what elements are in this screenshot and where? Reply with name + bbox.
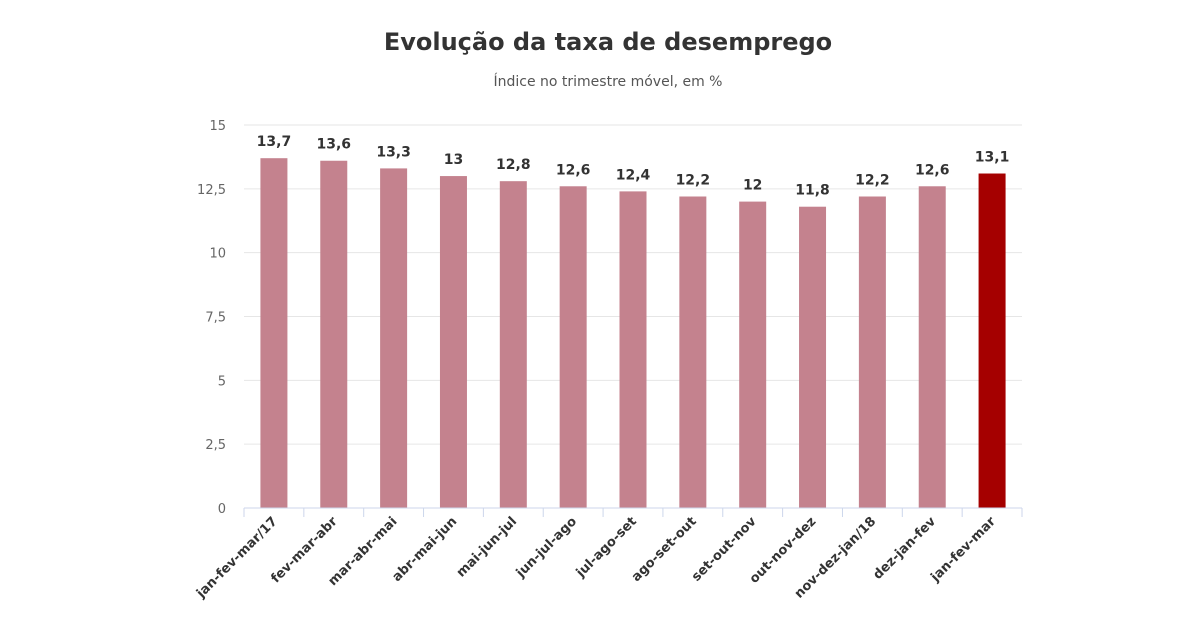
data-label: 13,6 <box>316 137 351 153</box>
bar <box>799 206 827 508</box>
bars <box>260 158 1006 509</box>
data-label: 13 <box>444 152 463 168</box>
chart-title: Evolução da taxa de desemprego <box>384 28 832 56</box>
bar <box>619 191 647 509</box>
y-axis-ticks: 0 2,5 5 7,5 10 12,5 15 <box>197 119 226 517</box>
bar <box>918 186 946 508</box>
x-axis-ticks: jan-fev-mar/17fev-mar-abrmar-abr-maiabr-… <box>193 508 1023 602</box>
x-tick-label: jan-fev-mar/17 <box>193 514 281 602</box>
y-tick-label: 0 <box>218 502 226 517</box>
bar <box>978 173 1006 508</box>
chart-subtitle: Índice no trimestre móvel, em % <box>493 73 722 90</box>
data-label: 13,1 <box>975 150 1010 166</box>
data-label: 12 <box>743 178 762 194</box>
y-tick-label: 5 <box>218 374 226 389</box>
bar <box>320 160 348 508</box>
data-label: 13,7 <box>257 134 292 150</box>
data-labels: 13,7 13,6 13,3 13 12,8 12,6 12,4 12,2 12 11,8 12,2… <box>257 134 1010 199</box>
bar <box>739 201 767 508</box>
data-label: 12,8 <box>496 157 531 173</box>
data-label: 13,3 <box>376 144 411 160</box>
y-tick-label: 12,5 <box>197 183 226 198</box>
x-tick-label: mai-jun-jul <box>454 514 520 580</box>
bar <box>679 196 707 508</box>
y-tick-label: 7,5 <box>205 311 226 326</box>
data-label: 12,2 <box>676 172 711 188</box>
bar <box>499 181 527 508</box>
bar <box>858 196 886 508</box>
bar <box>439 176 467 509</box>
data-label: 12,6 <box>915 162 950 178</box>
y-tick-label: 10 <box>209 247 226 262</box>
bar <box>380 168 408 508</box>
y-tick-label: 2,5 <box>205 438 226 453</box>
data-label: 11,8 <box>795 183 830 199</box>
y-tick-label: 15 <box>209 119 226 134</box>
x-tick-label: jun-jul-ago <box>513 514 580 581</box>
bar <box>260 158 288 508</box>
bar <box>559 186 587 508</box>
data-label: 12,2 <box>855 172 890 188</box>
data-label: 12,4 <box>616 167 651 183</box>
data-label: 12,6 <box>556 162 591 178</box>
x-tick-label: jul-ago-set <box>573 514 640 581</box>
